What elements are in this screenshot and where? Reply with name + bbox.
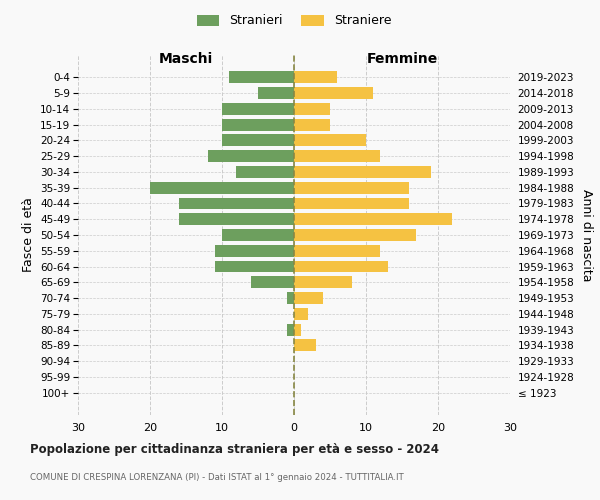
Bar [294, 308, 308, 320]
Bar [294, 245, 380, 256]
Bar [179, 198, 294, 209]
Bar [251, 276, 294, 288]
Y-axis label: Anni di nascita: Anni di nascita [580, 188, 593, 281]
Y-axis label: Fasce di età: Fasce di età [22, 198, 35, 272]
Bar [179, 214, 294, 225]
Bar [294, 340, 316, 351]
Bar [294, 103, 330, 115]
Bar [215, 260, 294, 272]
Bar [294, 166, 431, 178]
Bar [294, 276, 352, 288]
Bar [294, 260, 388, 272]
Bar [222, 118, 294, 130]
Text: Femmine: Femmine [367, 52, 437, 66]
Bar [150, 182, 294, 194]
Bar [294, 150, 380, 162]
Bar [294, 118, 330, 130]
Text: Popolazione per cittadinanza straniera per età e sesso - 2024: Popolazione per cittadinanza straniera p… [30, 442, 439, 456]
Text: Maschi: Maschi [159, 52, 213, 66]
Bar [222, 134, 294, 146]
Bar [294, 134, 366, 146]
Bar [294, 229, 416, 241]
Bar [208, 150, 294, 162]
Bar [236, 166, 294, 178]
Bar [294, 214, 452, 225]
Bar [222, 103, 294, 115]
Bar [287, 292, 294, 304]
Bar [229, 72, 294, 83]
Bar [215, 245, 294, 256]
Text: COMUNE DI CRESPINA LORENZANA (PI) - Dati ISTAT al 1° gennaio 2024 - TUTTITALIA.I: COMUNE DI CRESPINA LORENZANA (PI) - Dati… [30, 472, 404, 482]
Bar [294, 198, 409, 209]
Bar [294, 292, 323, 304]
Bar [287, 324, 294, 336]
Bar [258, 87, 294, 99]
Bar [222, 229, 294, 241]
Bar [294, 72, 337, 83]
Bar [294, 324, 301, 336]
Legend: Stranieri, Straniere: Stranieri, Straniere [197, 14, 391, 28]
Bar [294, 182, 409, 194]
Bar [294, 87, 373, 99]
